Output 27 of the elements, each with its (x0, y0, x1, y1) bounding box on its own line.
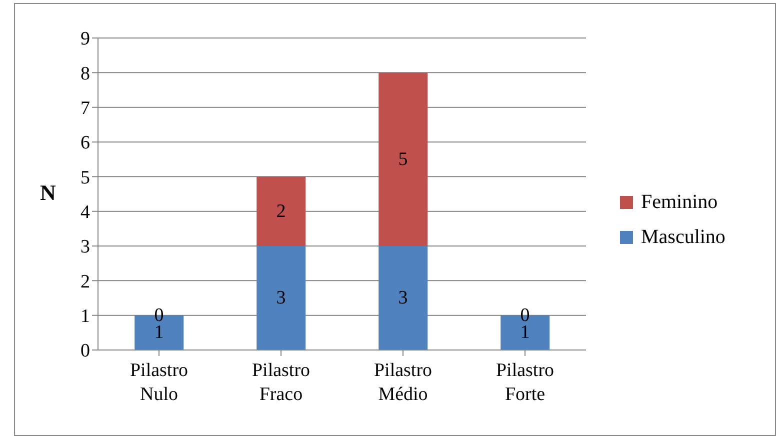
y-tick-label: 5 (80, 167, 90, 188)
legend-label: Feminino (641, 191, 718, 214)
y-tick-label: 9 (80, 28, 90, 50)
x-tick-label: Pilastro Forte (496, 360, 554, 405)
y-tick-label: 3 (80, 236, 90, 258)
y-tick-label: 7 (80, 98, 90, 120)
bar (256, 246, 306, 350)
y-axis-title: N (40, 180, 56, 206)
x-tick-label: Pilastro Nulo (130, 360, 188, 405)
data-label: 2 (276, 200, 286, 222)
bar (378, 246, 428, 350)
y-tick-label: 8 (80, 63, 90, 84)
y-tick-label: 0 (80, 340, 90, 362)
x-tick-label: Pilastro Médio (374, 360, 432, 405)
data-label: 3 (276, 288, 286, 308)
bar (256, 176, 306, 246)
y-tick-label: 6 (80, 132, 90, 154)
y-tick-label: 1 (80, 306, 90, 328)
y-tick-label: 2 (80, 271, 90, 292)
data-label: 3 (398, 288, 408, 308)
y-tick-label: 4 (80, 202, 90, 224)
bar (378, 72, 428, 246)
data-label: 1 (520, 322, 530, 344)
data-label: 1 (154, 322, 164, 344)
legend-label: Masculino (641, 226, 726, 249)
data-label: 5 (398, 148, 408, 170)
x-tick-label: Pilastro Fraco (252, 360, 310, 405)
